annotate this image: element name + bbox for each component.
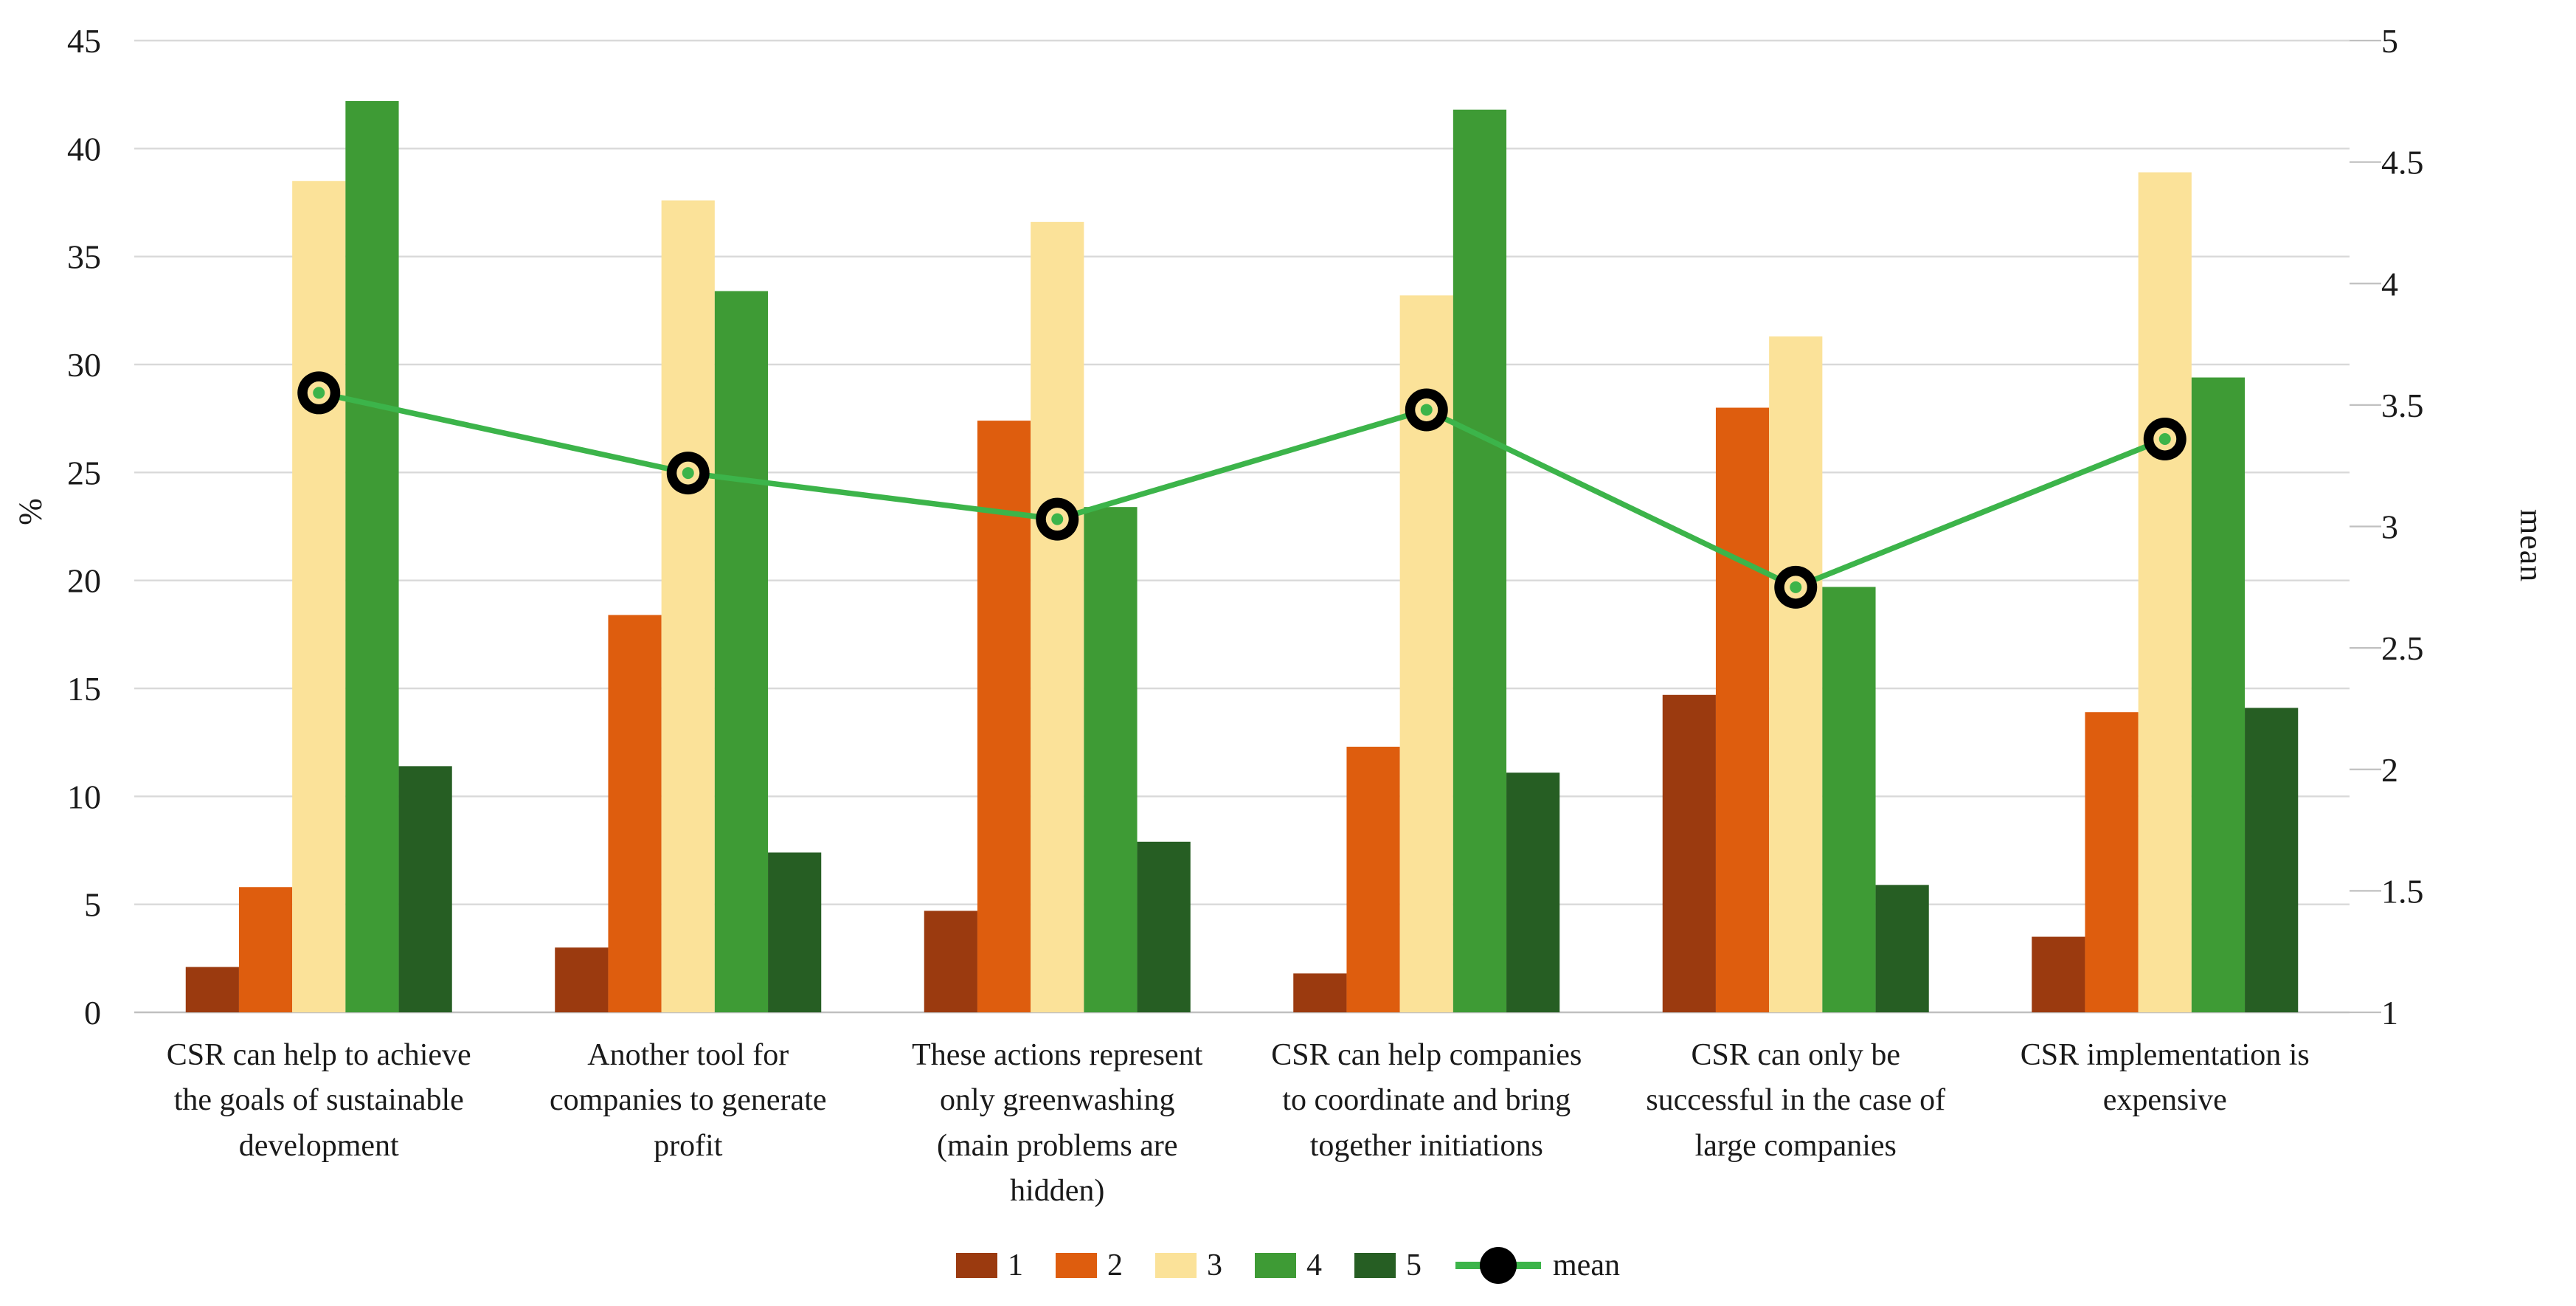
bar-series-3 [2138,172,2192,1013]
legend-label: 2 [1107,1248,1123,1282]
bar-series-1 [1293,973,1347,1012]
legend-item-1: 1 [956,1248,1023,1283]
bar-series-2 [238,887,293,1012]
bar-series-5 [1875,885,1929,1012]
mean-marker-dot [682,467,694,480]
left-axis-tick-label: 0 [84,994,101,1032]
right-axis-tick-label: 1 [2381,994,2398,1032]
bar-series-4 [2191,377,2246,1012]
left-axis-tick-label: 15 [67,670,101,708]
legend-swatch-3 [1155,1253,1197,1278]
mean-marker-dot [2158,432,2171,445]
category-label: CSR can only be successful in the case o… [1646,1038,1946,1163]
left-axis-tick-label: 20 [67,562,101,600]
left-axis-tick-label: 5 [84,886,101,924]
legend-label: mean [1553,1248,1620,1282]
legend-swatch-4 [1255,1253,1297,1278]
bar-series-5 [1506,773,1560,1012]
bar-series-3 [292,181,346,1012]
bar-series-3 [1031,221,1084,1013]
right-axis-tick-label: 1.5 [2381,872,2424,910]
left-axis-tick-label: 40 [67,130,101,167]
bar-series-4 [714,291,769,1012]
right-axis-tick-label: 3 [2381,508,2398,546]
right-axis-tick-label: 4.5 [2381,144,2424,182]
right-axis-tick-label: 2 [2381,751,2398,789]
category-label: CSR can help companies to coordinate and… [1271,1038,1582,1163]
left-axis-tick-label: 25 [67,454,101,491]
bar-series-5 [2245,708,2299,1012]
left-axis-tick-label: 35 [67,238,101,276]
category-label: CSR implementation is expensive [2020,1038,2310,1118]
left-axis-tick-label: 10 [67,778,101,815]
legend-label: 4 [1306,1248,1323,1282]
legend-item-mean: mean [1454,1244,1620,1287]
bar-series-3 [661,200,715,1012]
bar-series-1 [185,967,239,1012]
legend-item-2: 2 [1056,1248,1123,1283]
bar-series-1 [2032,936,2085,1012]
mean-marker-dot [1420,404,1433,416]
bar-series-1 [555,947,609,1012]
bar-series-1 [924,911,977,1012]
right-axis-tick-label: 4 [2381,265,2398,303]
bar-series-5 [398,766,452,1012]
legend-label: 3 [1207,1248,1223,1282]
bar-series-4 [1453,109,1507,1013]
legend-item-5: 5 [1354,1248,1422,1283]
bar-series-2 [608,615,662,1012]
left-axis-tick-label: 30 [67,346,101,384]
category-label: CSR can help to achieve the goals of sus… [166,1038,471,1163]
legend-swatch-5 [1354,1253,1396,1278]
legend-item-3: 3 [1155,1248,1222,1283]
category-label: Another tool for companies to generate p… [550,1038,827,1163]
bar-series-4 [345,100,399,1013]
mean-marker-dot [313,387,325,399]
category-label: These actions represent only greenwashin… [912,1038,1203,1208]
bar-series-4 [1084,507,1138,1012]
right-axis-tick-label: 2.5 [2381,629,2424,667]
right-axis-tick-label: 5 [2381,22,2398,60]
bar-series-2 [1346,747,1400,1012]
left-axis-tick-label: 45 [67,22,101,60]
bar-series-4 [1822,587,1876,1012]
legend-swatch-1 [956,1253,998,1278]
right-axis-title: mean [2513,509,2549,583]
legend-mean-marker-icon [1455,1247,1542,1284]
mean-marker-dot [1051,513,1064,525]
bar-series-1 [1662,694,1716,1012]
bar-series-2 [977,421,1031,1012]
chart-legend: 1 2 3 4 5 mean [0,1244,2576,1287]
legend-label: 5 [1406,1248,1422,1282]
bar-series-2 [1715,407,1770,1012]
right-axis-tick-label: 3.5 [2381,387,2424,424]
legend-item-4: 4 [1255,1248,1322,1283]
bar-series-2 [2085,712,2139,1012]
bar-series-3 [1769,336,1823,1012]
legend-swatch-2 [1056,1253,1098,1278]
mean-marker-dot [1790,581,1802,593]
bar-series-5 [768,852,822,1012]
legend-label: 1 [1008,1248,1024,1282]
bar-series-5 [1137,841,1191,1012]
mean-line [318,390,2167,590]
